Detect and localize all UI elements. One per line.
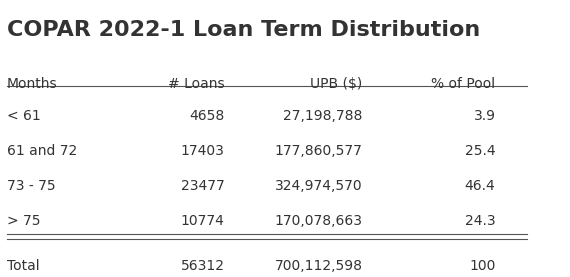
- Text: Total: Total: [7, 259, 39, 273]
- Text: 177,860,577: 177,860,577: [275, 144, 363, 158]
- Text: 324,974,570: 324,974,570: [275, 179, 363, 193]
- Text: 61 and 72: 61 and 72: [7, 144, 77, 158]
- Text: 170,078,663: 170,078,663: [275, 214, 363, 228]
- Text: UPB ($): UPB ($): [311, 77, 363, 91]
- Text: 17403: 17403: [181, 144, 225, 158]
- Text: COPAR 2022-1 Loan Term Distribution: COPAR 2022-1 Loan Term Distribution: [7, 20, 480, 40]
- Text: 3.9: 3.9: [474, 109, 495, 123]
- Text: 27,198,788: 27,198,788: [283, 109, 363, 123]
- Text: 4658: 4658: [189, 109, 225, 123]
- Text: < 61: < 61: [7, 109, 40, 123]
- Text: 56312: 56312: [181, 259, 225, 273]
- Text: Months: Months: [7, 77, 58, 91]
- Text: 23477: 23477: [181, 179, 225, 193]
- Text: 25.4: 25.4: [465, 144, 495, 158]
- Text: > 75: > 75: [7, 214, 40, 228]
- Text: 100: 100: [469, 259, 495, 273]
- Text: 46.4: 46.4: [465, 179, 495, 193]
- Text: 73 - 75: 73 - 75: [7, 179, 55, 193]
- Text: # Loans: # Loans: [168, 77, 225, 91]
- Text: 24.3: 24.3: [465, 214, 495, 228]
- Text: % of Pool: % of Pool: [431, 77, 495, 91]
- Text: 700,112,598: 700,112,598: [275, 259, 363, 273]
- Text: 10774: 10774: [181, 214, 225, 228]
